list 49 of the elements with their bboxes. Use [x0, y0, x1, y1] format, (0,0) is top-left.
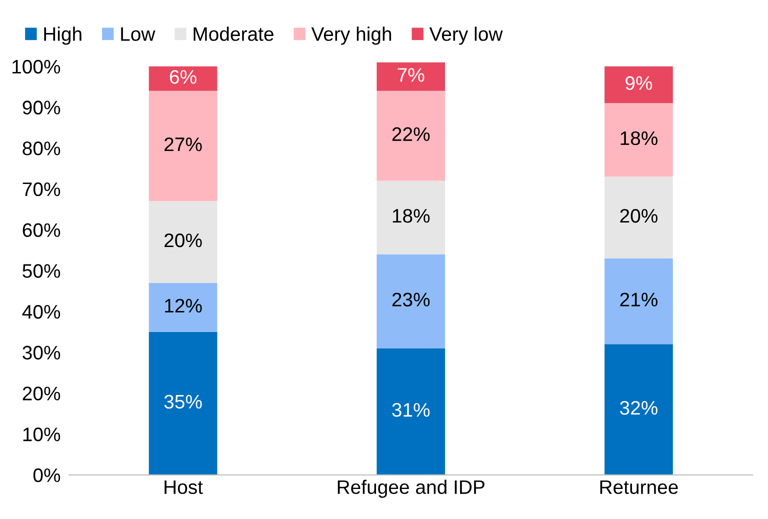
data-label: 22%	[392, 127, 430, 141]
bar	[376, 62, 446, 91]
bar	[376, 180, 446, 254]
x-tick-label: Host	[164, 480, 203, 494]
legend-label: Moderate	[194, 26, 274, 41]
bar	[604, 103, 673, 177]
data-label: 6%	[170, 70, 196, 84]
bar	[148, 282, 218, 332]
data-label: 27%	[164, 137, 202, 152]
legend-label: Very low	[429, 26, 503, 45]
bar	[604, 344, 673, 475]
y-tick-label: 90%	[22, 100, 60, 114]
y-tick-label: 0%	[33, 468, 60, 482]
bar	[376, 254, 446, 348]
bar	[604, 176, 673, 258]
legend-label: Low	[121, 27, 156, 41]
y-tick-label: 10%	[23, 428, 60, 442]
y-tick-label: 100%	[12, 60, 60, 74]
data-label: 32%	[620, 400, 658, 415]
data-label: 20%	[620, 208, 658, 223]
legend-label: Very high	[311, 26, 392, 45]
y-tick-label: 20%	[22, 386, 60, 400]
x-tick-label: Returnee	[600, 480, 678, 494]
y-tick-label: 30%	[22, 346, 60, 360]
data-label: 18%	[392, 208, 430, 223]
data-label: 20%	[164, 233, 202, 248]
data-label: 18%	[620, 131, 658, 146]
data-label: 12%	[165, 298, 202, 313]
data-label: 31%	[392, 403, 430, 417]
data-label: 9%	[626, 76, 652, 90]
bar	[148, 90, 218, 202]
y-tick-label: 70%	[22, 182, 60, 196]
bar	[376, 348, 446, 475]
bar	[604, 66, 673, 104]
data-label: 35%	[164, 394, 202, 409]
data-label: 21%	[620, 292, 658, 306]
bar	[148, 201, 218, 283]
bar	[148, 66, 218, 91]
y-tick-label: 60%	[22, 223, 60, 238]
bar	[148, 332, 218, 475]
legend-label: High	[44, 26, 82, 45]
bar	[604, 258, 673, 344]
bar	[376, 90, 446, 181]
y-tick-label: 50%	[22, 264, 60, 278]
y-tick-label: 40%	[22, 304, 60, 319]
data-label: 23%	[392, 292, 430, 306]
x-tick-label: Refugee and IDP	[338, 480, 484, 498]
y-tick-label: 80%	[22, 142, 60, 156]
data-label: 7%	[398, 68, 424, 82]
